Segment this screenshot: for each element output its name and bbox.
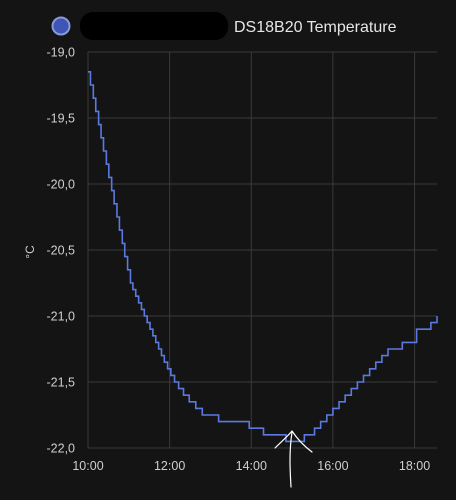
y-axis-unit-label: °C — [23, 245, 37, 259]
x-tick-label: 14:00 — [236, 459, 267, 473]
series-layer — [88, 71, 438, 443]
redacted-label-block — [80, 12, 228, 40]
y-tick-label: -22,0 — [47, 442, 76, 456]
annotation-arrow-icon — [274, 430, 313, 488]
x-axis-ticks: 10:00 12:00 14:00 16:00 18:00 — [72, 459, 430, 473]
temperature-series-line[interactable] — [88, 71, 438, 443]
y-tick-label: -20,5 — [47, 244, 76, 258]
x-tick-label: 18:00 — [399, 459, 430, 473]
y-tick-label: -20,0 — [47, 178, 76, 192]
grid — [87, 51, 437, 449]
legend-swatch-icon[interactable] — [51, 16, 71, 36]
x-tick-label: 12:00 — [154, 459, 185, 473]
y-tick-label: -21,5 — [47, 376, 76, 390]
y-axis-ticks: -19,0 -19,5 -20,0 -20,5 -21,0 -21,5 -22,0 — [47, 46, 76, 456]
y-tick-label: -19,5 — [47, 112, 76, 126]
x-tick-label: 10:00 — [72, 459, 103, 473]
legend[interactable]: DS18B20 Temperature — [51, 12, 397, 40]
y-tick-label: -21,0 — [47, 310, 76, 324]
y-tick-label: -19,0 — [47, 46, 76, 60]
legend-label[interactable]: DS18B20 Temperature — [234, 19, 397, 36]
x-tick-label: 16:00 — [317, 459, 348, 473]
